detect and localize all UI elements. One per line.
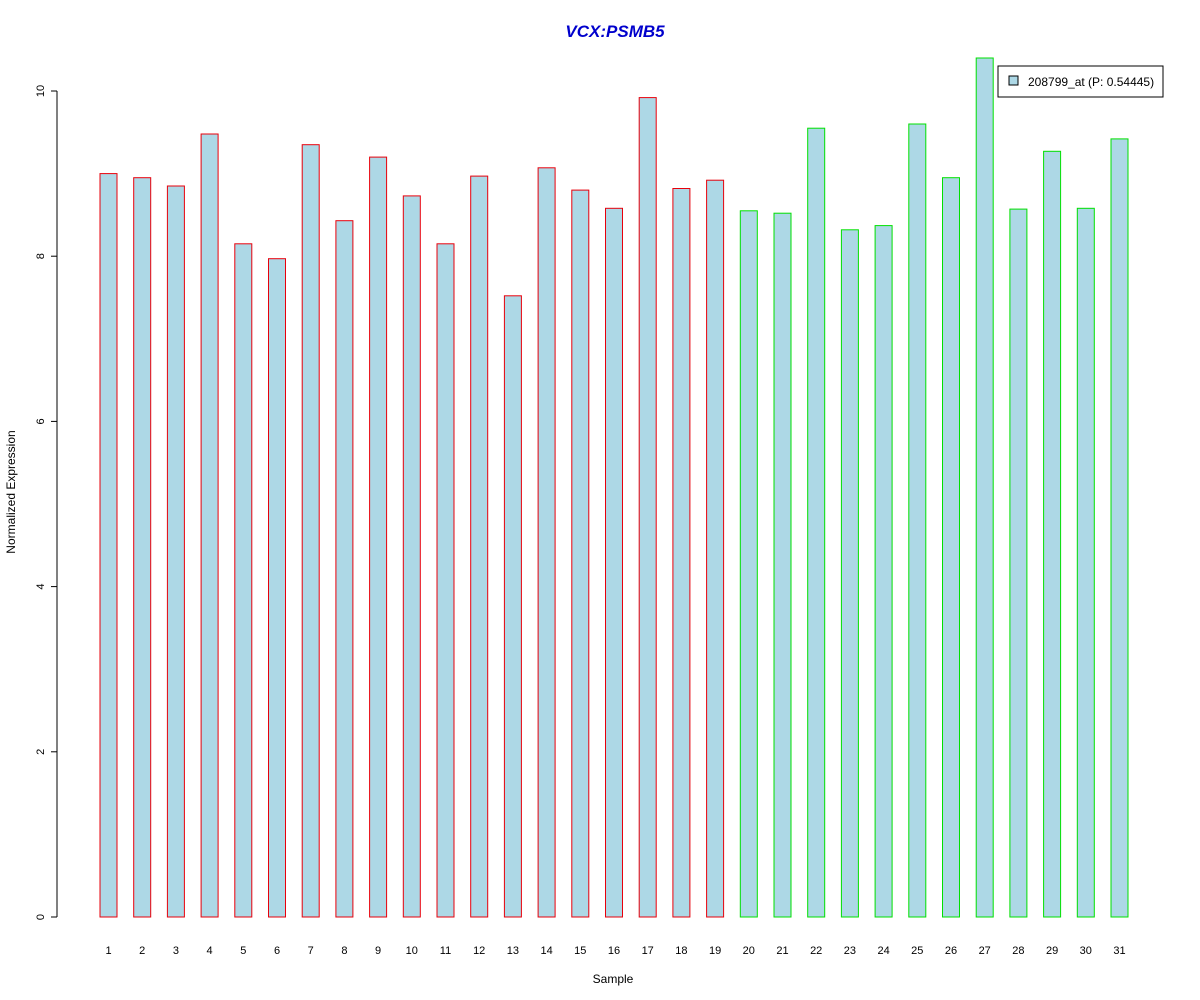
bar-sample-12 (470, 175, 489, 918)
bar-sample-15 (571, 189, 590, 918)
bar-sample-2 (133, 177, 152, 918)
x-tick-label: 9 (375, 945, 381, 957)
bar-sample-27 (975, 57, 994, 918)
x-tick-label: 26 (945, 945, 957, 957)
x-tick-label: 20 (743, 945, 755, 957)
bar-sample-24 (874, 225, 893, 918)
x-tick-label: 25 (911, 945, 923, 957)
bar-sample-10 (402, 195, 421, 918)
x-tick-label: 29 (1046, 945, 1058, 957)
chart-title: VCX:PSMB5 (565, 22, 665, 41)
x-tick-label: 10 (406, 945, 418, 957)
y-axis: 0 2 4 6 8 10 (35, 85, 58, 920)
bar-sample-22 (807, 127, 826, 918)
y-tick-label: 2 (35, 749, 47, 755)
bar-sample-20 (739, 210, 758, 918)
bar-sample-21 (773, 212, 792, 918)
x-tick-label: 15 (574, 945, 586, 957)
x-tick-label: 27 (979, 945, 991, 957)
bar-sample-14 (537, 167, 556, 918)
x-tick-label: 7 (308, 945, 314, 957)
bar-sample-16 (605, 207, 623, 918)
x-tick-label: 19 (709, 945, 721, 957)
bar-sample-26 (942, 177, 960, 918)
y-tick-label: 10 (35, 85, 47, 97)
x-tick-label: 8 (341, 945, 347, 957)
bar-sample-31 (1110, 138, 1129, 918)
bar-sample-28 (1009, 208, 1028, 918)
bar-sample-5 (234, 243, 253, 918)
legend-swatch (1008, 75, 1019, 86)
bar-sample-3 (166, 185, 185, 918)
y-axis-label: Normalized Expression (4, 430, 18, 553)
y-tick-label: 6 (35, 418, 47, 424)
y-tick-label: 8 (35, 253, 47, 259)
bar-sample-6 (268, 258, 286, 918)
x-tick-label: 16 (608, 945, 620, 957)
legend: 208799_at (P: 0.54445) (997, 65, 1164, 98)
x-tick-label: 3 (173, 945, 179, 957)
bar-sample-1 (99, 173, 118, 918)
bar-sample-13 (503, 295, 522, 918)
bar-sample-30 (1076, 207, 1095, 918)
x-tick-label: 1 (105, 945, 111, 957)
bar-sample-29 (1043, 150, 1062, 918)
legend-box (997, 65, 1164, 98)
bar-sample-8 (335, 220, 354, 918)
x-axis-label: Sample (593, 972, 634, 986)
x-tick-label: 12 (473, 945, 485, 957)
x-tick-label: 21 (776, 945, 788, 957)
x-axis-tick-labels: 1 2 3 4 5 6 7 8 9 10 11 12 13 14 15 16 17 18 19 20 21 22 23 24 2… (105, 945, 1125, 957)
x-tick-label: 22 (810, 945, 822, 957)
bar-sample-18 (672, 188, 691, 918)
x-tick-label: 11 (440, 945, 451, 957)
x-tick-label: 24 (877, 945, 889, 957)
x-tick-label: 4 (207, 945, 213, 957)
bar-sample-25 (908, 123, 927, 918)
x-tick-label: 13 (507, 945, 519, 957)
x-tick-label: 17 (642, 945, 654, 957)
x-tick-label: 18 (675, 945, 687, 957)
bar-sample-11 (436, 243, 455, 918)
y-tick-label: 4 (35, 584, 47, 590)
bar-sample-9 (369, 156, 388, 918)
x-tick-label: 28 (1012, 945, 1024, 957)
bar-sample-23 (840, 229, 859, 918)
bar-sample-17 (638, 97, 657, 918)
x-tick-label: 14 (540, 945, 552, 957)
y-tick-label: 0 (35, 914, 47, 920)
bars (99, 57, 1129, 918)
x-tick-label: 6 (274, 945, 280, 957)
bar-sample-4 (200, 133, 219, 918)
legend-entry: 208799_at (P: 0.54445) (1028, 75, 1154, 89)
x-tick-label: 5 (240, 945, 246, 957)
bar-sample-7 (301, 144, 320, 918)
x-tick-label: 2 (139, 945, 145, 957)
x-tick-label: 31 (1113, 945, 1125, 957)
x-tick-label: 23 (844, 945, 856, 957)
x-tick-label: 30 (1080, 945, 1092, 957)
bar-sample-19 (706, 179, 725, 918)
